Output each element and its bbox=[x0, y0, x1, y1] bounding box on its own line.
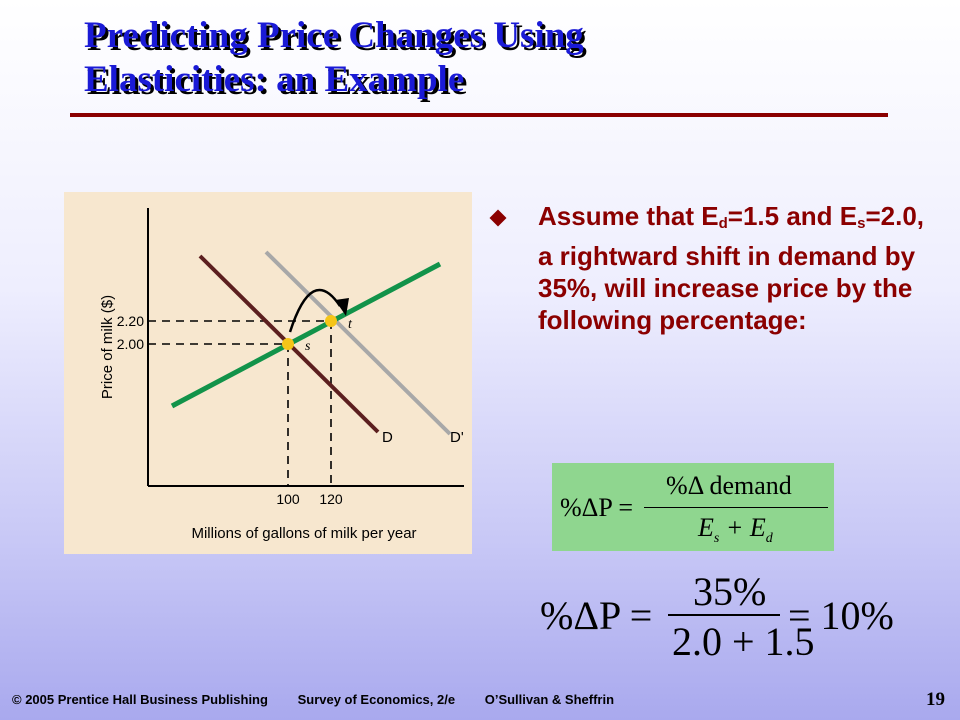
x-tick-100: 100 bbox=[276, 491, 300, 507]
point-label-s: s bbox=[305, 339, 311, 354]
x-axis-title: Millions of gallons of milk per year bbox=[191, 525, 416, 542]
example-lhs: %ΔP = bbox=[540, 593, 653, 638]
formula-denominator: Es + Ed bbox=[698, 513, 773, 547]
footer-publisher: © 2005 Prentice Hall Business Publishing bbox=[12, 692, 268, 707]
bullet-text: Assume that Ed=1.5 and Es=2.0, a rightwa… bbox=[538, 201, 925, 335]
demand-label: D bbox=[382, 429, 393, 446]
slide-title-line-1: Predicting Price Changes Using bbox=[84, 15, 584, 56]
example-fraction-bar bbox=[668, 614, 780, 616]
demand-shifted-label: D' bbox=[450, 429, 464, 446]
y-axis-title: Price of milk ($) bbox=[99, 295, 116, 399]
supply-demand-graph: 2.20 2.00 100 120 s t D D' Price of milk… bbox=[64, 192, 472, 554]
title-underline bbox=[70, 113, 888, 117]
y-tick-2-20: 2.20 bbox=[117, 313, 144, 329]
slide-footer: © 2005 Prentice Hall Business Publishing… bbox=[12, 692, 640, 707]
formula-fraction-bar bbox=[644, 507, 828, 508]
equilibrium-point-t bbox=[325, 315, 337, 327]
y-tick-2-00: 2.00 bbox=[117, 336, 144, 352]
page-number: 19 bbox=[926, 689, 945, 710]
shift-arrow-head bbox=[335, 298, 349, 316]
slide-title: Predicting Price Changes Using Elasticit… bbox=[84, 14, 884, 102]
supply-curve bbox=[170, 261, 442, 409]
example-denominator: 2.0 + 1.5 bbox=[672, 619, 815, 664]
example-result: = 10% bbox=[788, 593, 894, 638]
elasticity-formula-box: %ΔP = %Δ demand Es + Ed bbox=[552, 463, 834, 551]
footer-book: Survey of Economics, 2/e bbox=[297, 692, 456, 707]
diamond-bullet-icon bbox=[489, 209, 507, 227]
formula-lhs: %ΔP = bbox=[560, 493, 634, 522]
equilibrium-point-s bbox=[282, 338, 294, 350]
footer-authors: O’Sullivan & Sheffrin bbox=[484, 692, 615, 707]
x-tick-120: 120 bbox=[319, 491, 343, 507]
slide-title-line-2: Elasticities: an Example bbox=[84, 59, 465, 100]
formula-numerator: %Δ demand bbox=[666, 471, 792, 500]
point-label-t: t bbox=[348, 317, 353, 332]
example-numerator: 35% bbox=[693, 569, 767, 614]
graph-svg: 2.20 2.00 100 120 s t D D' Price of milk… bbox=[99, 208, 464, 542]
demand-curve-shifted bbox=[264, 250, 452, 436]
shift-arrow bbox=[288, 288, 342, 333]
